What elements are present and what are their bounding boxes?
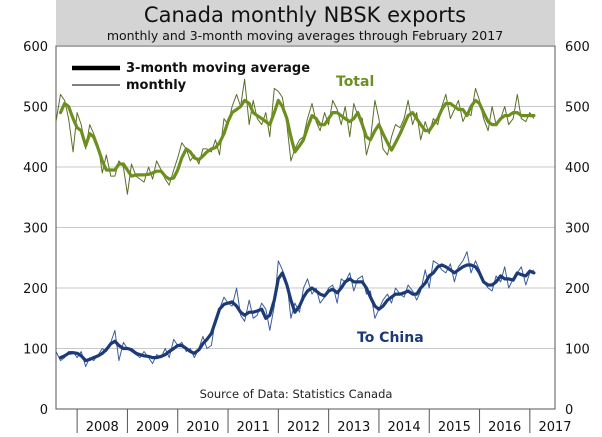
series-line-to-china-3-month-average [58,263,536,363]
y-tick-left-400: 400 [23,161,48,176]
y-axis-left: 0 100 200 300 400 500 600 [23,40,48,418]
chart-header-band [56,0,555,45]
series-group [55,78,536,368]
y-tick-left-500: 500 [23,101,48,116]
series-label-total: Total [336,74,374,90]
y-tick-left-100: 100 [23,343,48,358]
x-tick-label-2013: 2013 [337,420,370,435]
series-label-to-china: To China [357,330,424,346]
series-line-total-monthly [55,78,535,195]
x-tick-label-2009: 2009 [136,420,169,435]
x-tick-label-2010: 2010 [186,420,219,435]
y-tick-right-100: 100 [565,343,590,358]
y-tick-right-200: 200 [565,282,590,297]
y-tick-right-600: 600 [565,40,590,55]
x-axis: 2008 2009 2010 2011 2012 2013 2014 2015 2016 2017 [76,409,572,435]
x-tick-label-2017: 2017 [538,420,571,435]
x-tick-label-2008: 2008 [86,420,119,435]
y-tick-left-600: 600 [23,40,48,55]
series-line-total-3-month-average [58,98,536,181]
x-tick-label-2014: 2014 [388,420,421,435]
y-tick-right-400: 400 [565,161,590,176]
y-axis-right: 0 100 200 300 400 500 600 [565,40,590,418]
legend: 3-month moving average monthly [72,61,310,93]
y-tick-right-500: 500 [565,101,590,116]
chart-title: Canada monthly NBSK exports [144,3,466,27]
plot-frame [55,45,556,410]
x-tick-label-2012: 2012 [287,420,320,435]
gridlines [56,106,555,349]
y-tick-right-300: 300 [565,222,590,237]
y-tick-right-0: 0 [565,403,573,418]
x-tick-label-2011: 2011 [237,420,270,435]
x-tick-label-2015: 2015 [438,420,471,435]
legend-label-monthly: monthly [126,78,187,93]
y-tick-left-0: 0 [40,403,48,418]
source-note: Source of Data: Statistics Canada [200,387,393,401]
x-tick-label-2016: 2016 [488,420,521,435]
y-tick-left-300: 300 [23,222,48,237]
y-tick-left-200: 200 [23,282,48,297]
chart-subtitle: monthly and 3-month moving averages thro… [107,28,503,43]
legend-label-3-month-moving-average: 3-month moving average [126,61,310,76]
